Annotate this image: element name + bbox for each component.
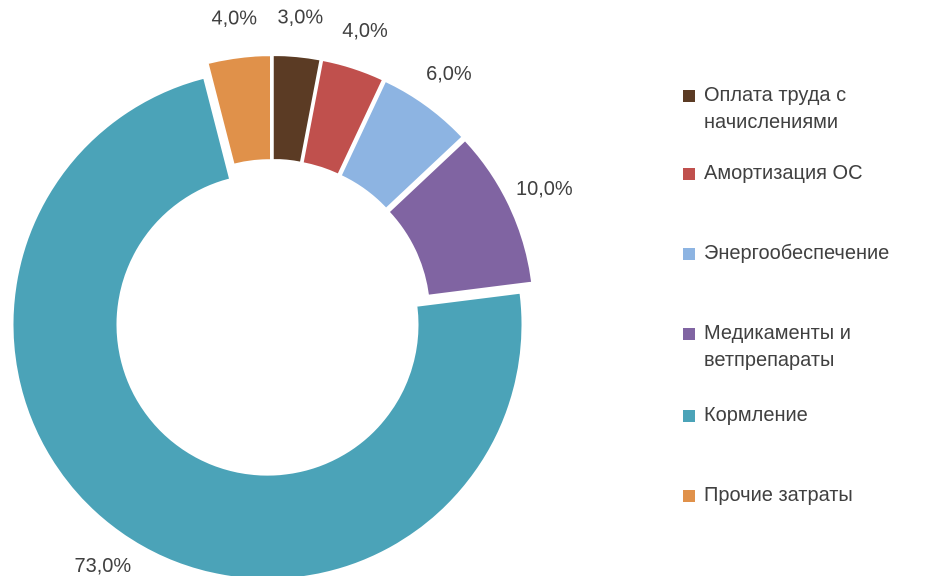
legend-label: Оплата труда с начислениями [704,84,847,133]
legend-swatch [683,410,695,422]
donut-slice [301,58,385,176]
legend-label: Кормление [704,404,808,426]
legend-label: Энергообеспечение [704,242,890,264]
legend-label: Прочие затраты [704,484,853,506]
data-label: 73,0% [74,555,131,576]
legend-swatch [683,328,695,340]
legend-item: Оплата труда с начислениями [683,82,923,136]
donut-slice [206,54,272,166]
legend-item: Медикаменты и ветпрепараты [683,320,923,374]
donut-slice [271,54,322,164]
data-label: 4,0% [342,20,388,42]
legend-swatch [683,168,695,180]
legend-item: Кормление [683,402,923,429]
donut-slice [339,79,465,211]
legend-label: Медикаменты и ветпрепараты [704,322,851,371]
legend-item: Энергообеспечение [683,240,923,267]
legend-swatch [683,490,695,502]
data-label: 10,0% [516,178,573,200]
donut-slice [11,76,524,576]
legend-item: Прочие затраты [683,482,923,509]
data-label: 3,0% [278,7,324,29]
legend-label: Амортизация ОС [704,162,863,184]
legend-swatch [683,248,695,260]
data-label: 6,0% [426,63,472,85]
data-label: 4,0% [211,8,257,30]
legend-item: Амортизация ОС [683,160,923,187]
donut-slice [387,138,534,297]
legend-swatch [683,90,695,102]
